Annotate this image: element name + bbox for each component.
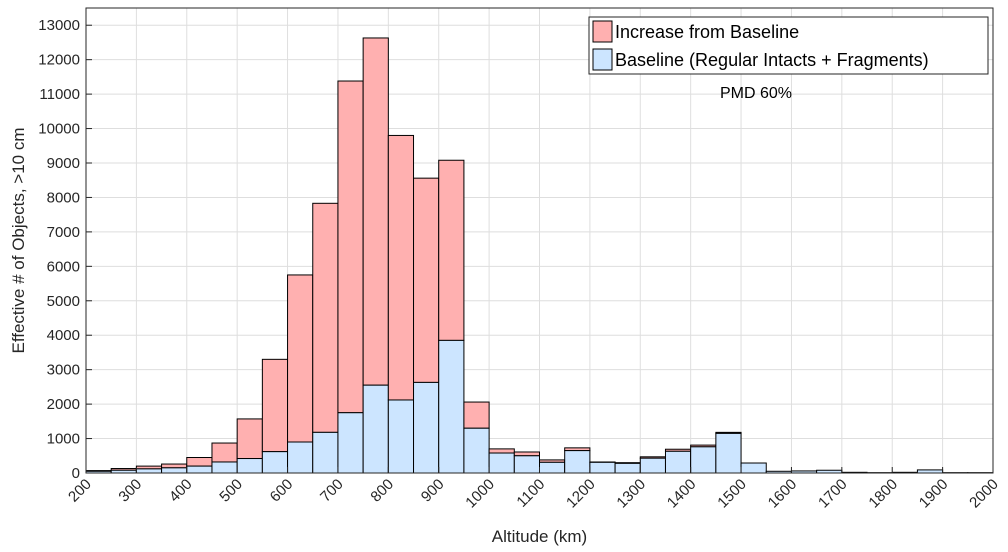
bar-baseline xyxy=(362,384,389,474)
y-tick-label: 4000 xyxy=(47,327,80,344)
bar-baseline xyxy=(211,461,238,474)
bar-baseline xyxy=(287,441,314,474)
bar-baseline xyxy=(161,467,188,474)
bar-baseline xyxy=(639,457,666,474)
bar-baseline xyxy=(387,399,415,474)
y-tick-label: 9000 xyxy=(47,155,80,172)
x-tick-label: 1500 xyxy=(714,476,750,512)
bar-increase xyxy=(438,159,465,341)
bar-baseline xyxy=(312,431,339,474)
bar-baseline xyxy=(664,450,692,474)
bar-increase xyxy=(211,442,238,463)
y-axis-ticks: 0 1000 2000 3000 4000 5000 6000 7000 8000 9000 100… xyxy=(38,17,92,482)
bar-increase xyxy=(413,177,440,383)
bar-increase xyxy=(513,451,540,457)
bar-increase xyxy=(362,37,389,386)
x-tick-label: 1700 xyxy=(815,476,851,512)
x-tick-label: 1100 xyxy=(513,476,548,511)
x-axis-label: Altitude (km) xyxy=(492,527,587,546)
x-tick-label: 1300 xyxy=(613,476,649,512)
bar-increase xyxy=(312,202,339,433)
annotation-pmd: PMD 60% xyxy=(720,85,792,102)
x-tick-label: 400 xyxy=(166,476,196,506)
bar-increase xyxy=(488,448,515,454)
x-tick-label: 2000 xyxy=(966,476,1002,512)
bar-baseline xyxy=(463,427,490,474)
legend-swatch-baseline xyxy=(592,48,613,71)
x-tick-label: 1200 xyxy=(563,476,599,512)
y-tick-label: 13000 xyxy=(38,17,80,34)
bar-baseline xyxy=(413,381,440,474)
x-tick-label: 900 xyxy=(418,476,448,506)
bars xyxy=(85,37,994,474)
x-tick-label: 200 xyxy=(65,476,95,506)
x-tick-label: 1000 xyxy=(462,476,498,512)
bar-increase xyxy=(387,134,415,401)
bar-baseline xyxy=(488,452,515,474)
bar-baseline xyxy=(135,468,163,474)
bar-increase xyxy=(261,358,289,453)
bar-increase xyxy=(161,463,188,469)
bar-baseline xyxy=(186,465,213,474)
x-tick-label: 1800 xyxy=(865,476,901,512)
grid-lines xyxy=(85,8,994,474)
bar-increase xyxy=(186,457,213,467)
x-tick-label: 300 xyxy=(115,476,145,506)
bar-baseline xyxy=(513,455,540,474)
y-tick-label: 8000 xyxy=(47,189,80,206)
bar-increase xyxy=(287,274,314,443)
legend-box xyxy=(588,16,989,75)
y-tick-label: 1000 xyxy=(47,431,80,448)
y-tick-label: 11000 xyxy=(39,86,80,103)
bar-baseline xyxy=(740,462,767,474)
bar-baseline xyxy=(261,451,289,474)
y-tick-label: 3000 xyxy=(47,362,80,379)
x-tick-label: 500 xyxy=(216,476,246,506)
x-tick-label: 1600 xyxy=(765,476,801,512)
x-tick-label: 600 xyxy=(267,476,297,506)
y-tick-label: 10000 xyxy=(38,121,80,138)
y-tick-label: 7000 xyxy=(47,224,80,241)
y-tick-label: 6000 xyxy=(47,258,80,275)
bar-increase xyxy=(463,401,490,429)
y-tick-label: 0 xyxy=(72,465,80,482)
bar-baseline xyxy=(236,458,263,474)
bar-baseline xyxy=(337,412,364,474)
legend-label-baseline: Baseline (Regular Intacts + Fragments) xyxy=(615,50,929,70)
bar-baseline xyxy=(715,432,742,474)
x-tick-label: 800 xyxy=(367,476,397,506)
bar-baseline xyxy=(539,461,566,474)
bar-baseline xyxy=(589,461,616,474)
x-tick-label: 1900 xyxy=(916,476,952,512)
bar-baseline xyxy=(690,446,717,474)
x-tick-label: 700 xyxy=(317,476,347,506)
legend-swatch-increase xyxy=(592,20,613,43)
bar-baseline xyxy=(564,450,591,474)
bar-increase xyxy=(236,418,263,460)
bar-baseline xyxy=(438,339,465,474)
y-tick-label: 5000 xyxy=(47,293,80,310)
legend-label-increase: Increase from Baseline xyxy=(615,22,799,42)
y-tick-label: 12000 xyxy=(38,52,80,69)
x-tick-label: 1400 xyxy=(664,476,700,512)
x-axis-ticks: 200 300 400 500 600 700 800 900 1000 1100 1200 1300… xyxy=(65,467,1002,511)
y-tick-label: 2000 xyxy=(47,396,80,413)
legend: Increase from Baseline Baseline (Regular… xyxy=(588,16,989,75)
bar-increase xyxy=(337,80,364,414)
y-axis-label: Effective # of Objects, >10 cm xyxy=(9,128,28,354)
bar-baseline xyxy=(614,462,641,474)
